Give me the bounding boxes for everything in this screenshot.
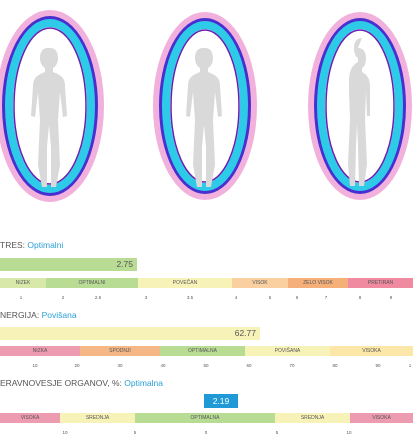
neravnovesje-segment: OPTIMALNA <box>135 413 275 423</box>
stres-tick: 2.5 <box>95 295 101 300</box>
energija-ticks: 10 20 30 40 50 60 70 80 90 1 <box>0 363 413 371</box>
stres-tick: 9 <box>390 295 393 300</box>
energija-scale: NIZKA SPODNJI OPTIMALNA POVIŠANA VISOKA <box>0 346 413 356</box>
stres-tick: 5 <box>269 295 272 300</box>
energija-heading: NERGIJA: Povišana <box>0 310 77 320</box>
energija-tick: 80 <box>332 363 337 368</box>
energija-segment: VISOKA <box>330 346 413 356</box>
neravnovesje-ticks: 10 5 0 5 10 <box>0 430 413 438</box>
energija-tick: 20 <box>74 363 79 368</box>
neravnovesje-value-badge: 2.19 <box>204 394 238 408</box>
stres-segment: VISOK <box>232 278 288 288</box>
energija-tick: 90 <box>375 363 380 368</box>
neravnovesje-segment: SREDNJA <box>60 413 135 423</box>
energija-tick: 30 <box>117 363 122 368</box>
energija-label: NERGIJA: <box>0 310 39 320</box>
energija-tick: 10 <box>32 363 37 368</box>
neravnovesje-tick: 5 <box>276 430 279 435</box>
aura-side-view-icon <box>305 8 413 204</box>
stres-segment: NIZEK <box>0 278 46 288</box>
neravnovesje-tick: 10 <box>346 430 351 435</box>
energija-tick: 60 <box>246 363 251 368</box>
aura-figures <box>0 0 413 210</box>
energija-segment: POVIŠANA <box>245 346 330 356</box>
stres-value-bar: 2.75 <box>0 258 137 271</box>
neravnovesje-status: Optimalna <box>124 378 163 388</box>
neravnovesje-segment: VISOKA <box>0 413 60 423</box>
neravnovesje-label: ERAVNOVESJE ORGANOV, %: <box>0 378 122 388</box>
neravnovesje-scale: VISOKA SREDNJA OPTIMALNA SREDNJA VISOKA <box>0 413 413 423</box>
stres-segment: OPTIMALNI <box>46 278 138 288</box>
stres-ticks: 1 2 2.5 3 3.5 4 5 6 7 8 9 <box>0 295 413 303</box>
stres-scale: NIZEK OPTIMALNI POVEČAN VISOK ZELO VISOK… <box>0 278 413 288</box>
energija-tick: 1 <box>409 363 412 368</box>
stres-segment: POVEČAN <box>138 278 232 288</box>
energija-segment: SPODNJI <box>80 346 160 356</box>
stres-tick: 3 <box>145 295 148 300</box>
energija-segment: NIZKA <box>0 346 80 356</box>
stres-tick: 1 <box>20 295 23 300</box>
energija-segment: OPTIMALNA <box>160 346 245 356</box>
energija-tick: 70 <box>289 363 294 368</box>
neravnovesje-tick: 10 <box>62 430 67 435</box>
energija-status: Povišana <box>42 310 77 320</box>
neravnovesje-segment: VISOKA <box>350 413 413 423</box>
aura-back-view-icon <box>150 8 260 204</box>
stres-tick: 4 <box>235 295 238 300</box>
stres-tick: 3.5 <box>187 295 193 300</box>
stres-label: TRES: <box>0 240 25 250</box>
stres-segment: PRETIRAN <box>348 278 413 288</box>
stres-tick: 8 <box>359 295 362 300</box>
aura-front-view-icon <box>0 8 105 204</box>
energija-tick: 50 <box>203 363 208 368</box>
stres-heading: TRES: Optimalni <box>0 240 63 250</box>
energija-tick: 40 <box>160 363 165 368</box>
neravnovesje-segment: SREDNJA <box>275 413 350 423</box>
stres-segment: ZELO VISOK <box>288 278 348 288</box>
neravnovesje-tick: 0 <box>205 430 208 435</box>
neravnovesje-tick: 5 <box>134 430 137 435</box>
stres-tick: 6 <box>296 295 299 300</box>
stres-tick: 7 <box>325 295 328 300</box>
neravnovesje-heading: ERAVNOVESJE ORGANOV, %: Optimalna <box>0 378 163 388</box>
energija-value-bar: 62.77 <box>0 327 260 340</box>
stres-status: Optimalni <box>27 240 63 250</box>
stres-tick: 2 <box>62 295 65 300</box>
